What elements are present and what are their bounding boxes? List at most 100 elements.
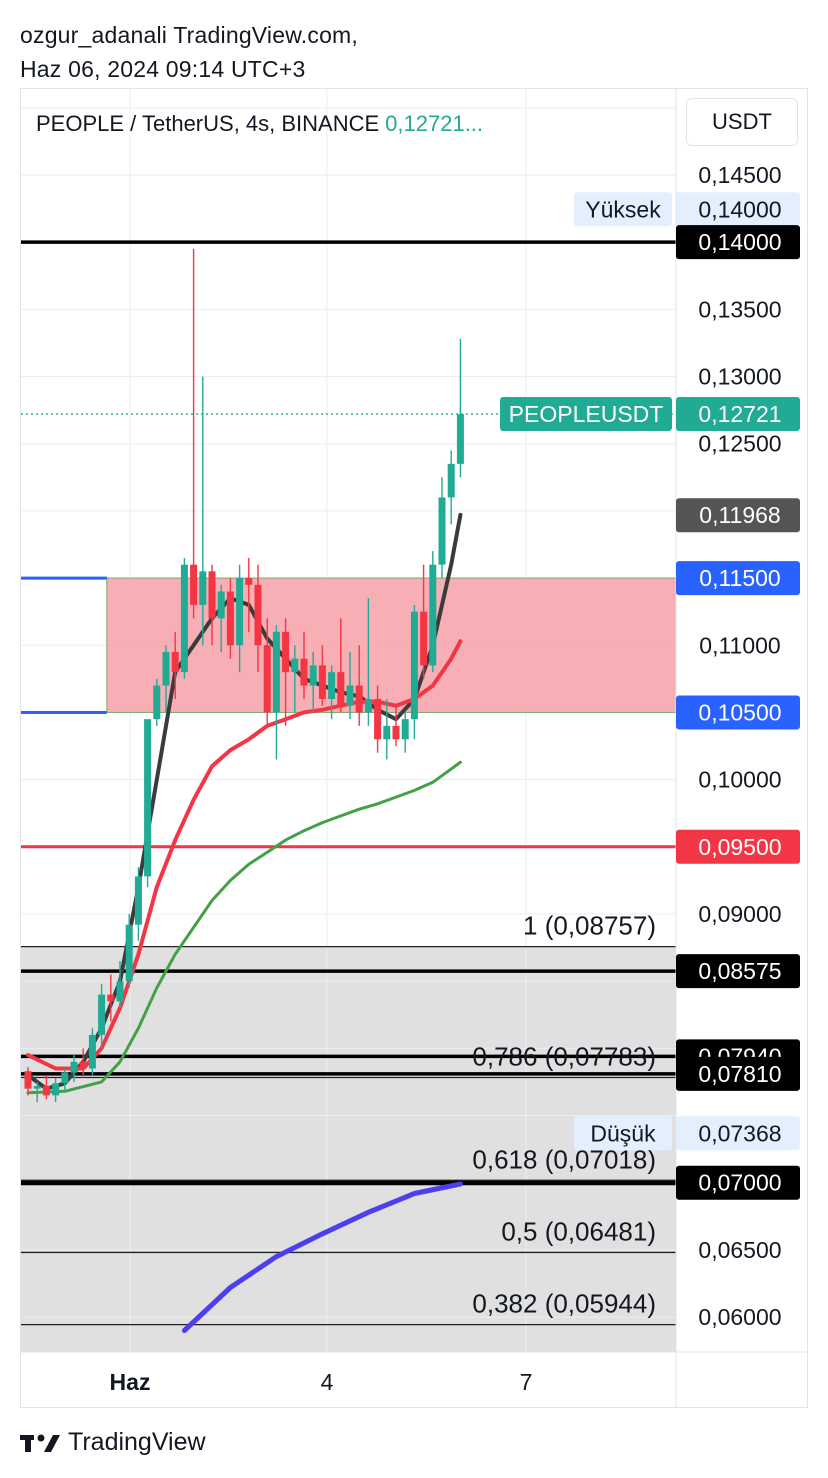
candle-body bbox=[282, 631, 290, 673]
chart-frame bbox=[20, 88, 808, 1408]
candle-body bbox=[456, 414, 464, 464]
candle-body bbox=[337, 672, 345, 706]
time-tick-label: Haz bbox=[110, 1369, 151, 1395]
last-price-legend: 0,12721... bbox=[385, 111, 484, 136]
candle-body bbox=[153, 685, 161, 720]
price-tag-bg bbox=[574, 1116, 672, 1151]
price-label: 0,14000 bbox=[698, 229, 781, 255]
price-label: 0,07810 bbox=[698, 1061, 781, 1087]
price-tag-bg bbox=[500, 397, 672, 432]
candle-body bbox=[52, 1083, 60, 1096]
candle-body bbox=[42, 1085, 50, 1096]
candle-body bbox=[61, 1072, 69, 1084]
candle-body bbox=[226, 591, 234, 646]
candle-body bbox=[70, 1061, 78, 1073]
candle-body bbox=[134, 876, 142, 925]
price-label-bg bbox=[676, 829, 800, 864]
price-label-bg bbox=[676, 1056, 800, 1091]
price-label-bg bbox=[676, 1116, 800, 1151]
candle-body bbox=[125, 924, 133, 982]
brand-name: TradingView bbox=[68, 1428, 206, 1456]
moving-average-line bbox=[26, 639, 463, 1071]
price-tick-label: 0,06500 bbox=[698, 1237, 781, 1263]
candle-body bbox=[374, 699, 382, 740]
price-tick-label: 0,13500 bbox=[698, 296, 781, 322]
candle-body bbox=[355, 685, 363, 713]
footer-logo[interactable]: TradingView bbox=[20, 1428, 206, 1457]
candle-body bbox=[116, 981, 124, 1002]
price-tick-label: 0,14500 bbox=[698, 162, 781, 188]
price-tick-label: 0,13000 bbox=[698, 364, 781, 390]
candle-body bbox=[208, 571, 216, 619]
candle-body bbox=[171, 651, 179, 673]
candle-body bbox=[291, 658, 299, 673]
candle-body bbox=[217, 591, 225, 619]
price-tick-label: 0,06000 bbox=[698, 1304, 781, 1330]
moving-average-line bbox=[26, 760, 462, 1095]
candle-body bbox=[199, 571, 207, 605]
candle-body bbox=[88, 1034, 96, 1069]
candle-body bbox=[429, 564, 437, 666]
candle-body bbox=[180, 564, 188, 673]
candle-body bbox=[410, 611, 418, 720]
candle-body bbox=[162, 651, 170, 686]
price-label-bg bbox=[676, 498, 800, 533]
candle-body bbox=[236, 578, 244, 646]
price-label: 0,11968 bbox=[699, 502, 780, 528]
candle-body bbox=[24, 1071, 32, 1089]
time-tick-label: 7 bbox=[520, 1369, 533, 1395]
price-tick-label: 0,10000 bbox=[698, 767, 781, 793]
price-label: 0,12721 bbox=[698, 401, 781, 427]
currency-button[interactable]: USDT bbox=[686, 98, 798, 146]
price-tick-label: 0,11000 bbox=[699, 632, 780, 658]
candle-body bbox=[328, 672, 336, 700]
price-label-bg bbox=[676, 397, 800, 432]
price-label: 0,07000 bbox=[698, 1170, 781, 1196]
symbol-title: PEOPLE / TetherUS, 4s, BINANCE bbox=[36, 111, 380, 136]
price-label-bg bbox=[676, 954, 800, 989]
candle-body bbox=[98, 994, 106, 1035]
fib-label: 0,786 (0,07783) bbox=[472, 1041, 656, 1071]
price-label-bg bbox=[676, 561, 800, 596]
candle-body bbox=[309, 665, 317, 686]
candle-body bbox=[364, 699, 372, 713]
candle-body bbox=[447, 463, 455, 498]
price-tag-label: Düşük bbox=[590, 1120, 656, 1146]
fib-label: 0,5 (0,06481) bbox=[501, 1216, 656, 1246]
price-label-bg bbox=[676, 192, 800, 227]
moving-average-line bbox=[181, 1181, 463, 1333]
price-label-bg bbox=[676, 225, 800, 260]
price-tick-label: 0,09000 bbox=[698, 901, 781, 927]
price-tag-label: PEOPLEUSDT bbox=[509, 401, 664, 427]
candle-body bbox=[272, 631, 280, 713]
date-line: Haz 06, 2024 09:14 UTC+3 bbox=[20, 56, 306, 82]
price-label-bg bbox=[676, 1165, 800, 1200]
price-tag-label: Yüksek bbox=[585, 196, 661, 222]
candle-body bbox=[401, 719, 409, 740]
price-tick-label: 0,12500 bbox=[698, 431, 781, 457]
candle-body bbox=[190, 564, 198, 605]
tradingview-logo-icon bbox=[20, 1434, 60, 1452]
candle-body bbox=[346, 685, 354, 706]
author-line: ozgur_adanali TradingView.com, bbox=[20, 22, 359, 48]
fib-label: 0,382 (0,05944) bbox=[472, 1289, 656, 1319]
symbol-legend[interactable]: PEOPLE / TetherUS, 4s, BINANCE 0,12721... bbox=[36, 111, 483, 137]
candle-body bbox=[254, 584, 262, 646]
candle-body bbox=[245, 578, 253, 585]
price-label-bg bbox=[676, 695, 800, 730]
candle-body bbox=[144, 719, 152, 877]
candle-body bbox=[263, 645, 271, 713]
time-tick-label: 4 bbox=[321, 1369, 334, 1395]
plot-area bbox=[21, 89, 676, 1352]
fib-label: 1 (0,08757) bbox=[523, 911, 656, 941]
price-label: 0,10500 bbox=[698, 699, 781, 725]
candle-body bbox=[107, 994, 115, 1002]
price-label: 0,11500 bbox=[699, 565, 780, 591]
price-label: 0,07368 bbox=[698, 1120, 781, 1146]
candle-body bbox=[33, 1085, 41, 1089]
candle-body bbox=[383, 725, 391, 740]
price-tag-bg bbox=[574, 192, 672, 227]
candle-body bbox=[438, 497, 446, 565]
candle-body bbox=[318, 665, 326, 700]
